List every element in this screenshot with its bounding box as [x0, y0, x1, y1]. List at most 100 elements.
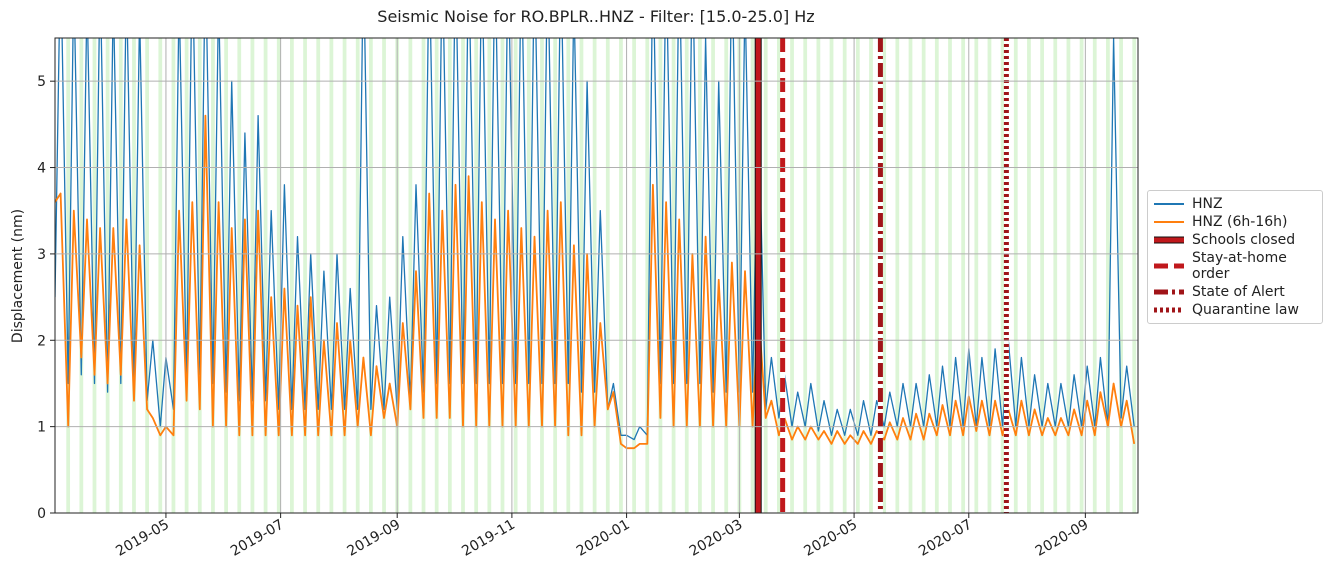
y-tick-label: 1 [37, 420, 46, 436]
weekend-band [184, 38, 189, 513]
x-tick-label: 2020-09 [1033, 517, 1092, 560]
weekend-band [816, 38, 821, 513]
weekend-band [526, 38, 531, 513]
weekend-band [1000, 38, 1005, 513]
weekend-band [579, 38, 584, 513]
weekend-band [540, 38, 544, 513]
weekend-band [895, 38, 900, 513]
weekend-band [66, 38, 71, 513]
legend-label: Quarantine law [1192, 302, 1299, 318]
plot-frame [54, 37, 1139, 514]
weekend-band [1053, 38, 1058, 513]
weekend-band [211, 38, 215, 513]
weekend-band [421, 38, 426, 513]
legend-swatch [1154, 236, 1184, 244]
weekend-band [329, 38, 334, 513]
weekend-band [368, 38, 373, 513]
legend-item: State of Alert [1152, 284, 1320, 300]
weekend-band [79, 38, 84, 513]
weekend-band [224, 38, 228, 513]
x-tick-label: 2020-05 [801, 517, 860, 560]
weekend-band [1027, 38, 1031, 513]
weekend-band [829, 38, 834, 513]
weekend-band [1040, 38, 1044, 513]
weekend-band [934, 38, 939, 513]
y-tick-label: 2 [37, 333, 46, 349]
weekend-band [474, 38, 479, 513]
legend-swatch [1154, 221, 1184, 223]
legend-swatch [1154, 263, 1184, 269]
weekend-band [974, 38, 979, 513]
legend-swatch [1154, 289, 1184, 295]
legend-item: HNZ (6h-16h) [1152, 214, 1320, 230]
x-tick-label: 2020-03 [687, 517, 746, 560]
y-tick-label: 3 [37, 247, 46, 263]
weekend-band [290, 38, 294, 513]
weekend-band [842, 38, 847, 513]
legend-item: HNZ [1152, 196, 1320, 212]
weekend-band [711, 38, 715, 513]
weekend-band [1106, 38, 1110, 513]
weekend-band [790, 38, 794, 513]
weekend-band [276, 38, 281, 513]
y-axis-label: Displacement (nm) [10, 209, 26, 343]
weekend-band [500, 38, 505, 513]
weekend-band [145, 38, 150, 513]
weekend-band [948, 38, 952, 513]
weekend-band [105, 38, 110, 513]
weekend-band [553, 38, 558, 513]
weekend-band [566, 38, 571, 513]
weekend-band [92, 38, 97, 513]
weekend-band [1132, 38, 1137, 513]
weekend-band [750, 38, 755, 513]
weekend-band [1079, 38, 1084, 513]
y-tick-label: 5 [37, 74, 46, 90]
x-tick-label: 2019-05 [113, 517, 172, 560]
plot-area [55, 38, 1137, 513]
legend-swatch [1154, 307, 1184, 313]
legend-swatch [1154, 203, 1184, 205]
legend-label: Schools closed [1192, 232, 1296, 248]
weekend-band [1013, 38, 1018, 513]
weekend-band [158, 38, 163, 513]
legend: HNZ HNZ (6h-16h) Schools closed Stay-at-hom… [1147, 190, 1323, 324]
weekend-band [132, 38, 136, 513]
legend-label: HNZ (6h-16h) [1192, 214, 1288, 230]
weekend-band [250, 38, 255, 513]
weekend-band [171, 38, 176, 513]
weekend-band [303, 38, 307, 513]
legend-label: HNZ [1192, 196, 1223, 212]
weekend-band [408, 38, 413, 513]
weekend-band [592, 38, 597, 513]
weekend-band [619, 38, 623, 513]
legend-item: Stay-at-home order [1152, 250, 1320, 282]
legend-label: Stay-at-home order [1192, 250, 1287, 282]
weekend-band [342, 38, 347, 513]
weekend-band [671, 38, 676, 513]
weekend-band [658, 38, 663, 513]
weekend-band [1119, 38, 1123, 513]
series-line [55, 38, 1135, 441]
weekend-band [237, 38, 242, 513]
weekend-band [763, 38, 768, 513]
weekend-band [987, 38, 992, 513]
chart-title: Seismic Noise for RO.BPLR..HNZ - Filter:… [377, 7, 814, 26]
weekend-band [382, 38, 386, 513]
weekend-band [447, 38, 452, 513]
weekend-band [461, 38, 465, 513]
weekend-band [1092, 38, 1097, 513]
x-tick-label: 2019-11 [459, 517, 518, 560]
x-tick-label: 2019-09 [345, 517, 404, 560]
y-tick-label: 4 [37, 161, 46, 177]
weekend-band [263, 38, 268, 513]
weekend-band [869, 38, 873, 513]
weekend-band [961, 38, 966, 513]
weekend-band [855, 38, 860, 513]
weekend-band [434, 38, 439, 513]
weekend-band [777, 38, 781, 513]
weekend-band [632, 38, 636, 513]
x-tick-label: 2019-07 [228, 517, 287, 560]
x-tick-label: 2020-01 [574, 517, 633, 560]
